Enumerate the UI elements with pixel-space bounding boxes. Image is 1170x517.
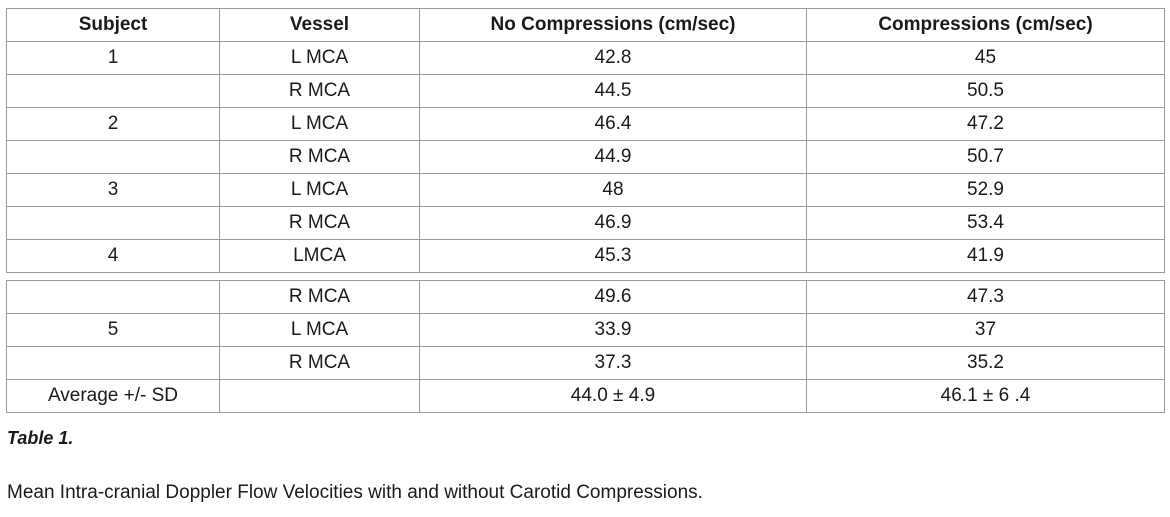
table-caption-title: Table 1. bbox=[7, 428, 74, 448]
table-row: R MCA 49.6 47.3 bbox=[6, 280, 1165, 314]
cell-compressions: 41.9 bbox=[806, 239, 1165, 273]
table-row: R MCA 44.5 50.5 bbox=[6, 74, 1165, 108]
cell-vessel: R MCA bbox=[219, 74, 420, 108]
cell-no-compressions: 49.6 bbox=[419, 280, 807, 314]
cell-no-compressions: 46.4 bbox=[419, 107, 807, 141]
cell-subject bbox=[6, 140, 220, 174]
header-no-compressions: No Compressions (cm/sec) bbox=[419, 8, 807, 42]
cell-vessel: R MCA bbox=[219, 140, 420, 174]
table-caption-text: Mean Intra-cranial Doppler Flow Velociti… bbox=[7, 482, 703, 503]
table-row: 5 L MCA 33.9 37 bbox=[6, 313, 1165, 347]
cell-compressions: 52.9 bbox=[806, 173, 1165, 207]
cell-no-compressions: 46.9 bbox=[419, 206, 807, 240]
table-row: 4 LMCA 45.3 41.9 bbox=[6, 239, 1165, 273]
cell-subject bbox=[6, 280, 220, 314]
header-subject: Subject bbox=[6, 8, 220, 42]
cell-vessel: R MCA bbox=[219, 346, 420, 380]
cell-compressions: 53.4 bbox=[806, 206, 1165, 240]
table-row: R MCA 44.9 50.7 bbox=[6, 140, 1165, 174]
cell-vessel bbox=[219, 379, 420, 413]
cell-no-compressions: 48 bbox=[419, 173, 807, 207]
cell-subject: 2 bbox=[6, 107, 220, 141]
cell-subject: 1 bbox=[6, 41, 220, 75]
cell-compressions: 50.7 bbox=[806, 140, 1165, 174]
cell-vessel: R MCA bbox=[219, 206, 420, 240]
cell-no-compressions: 44.9 bbox=[419, 140, 807, 174]
cell-subject bbox=[6, 74, 220, 108]
table-row-average: Average +/- SD 44.0 ± 4.9 46.1 ± 6 .4 bbox=[6, 379, 1165, 413]
cell-no-compressions: 45.3 bbox=[419, 239, 807, 273]
cell-vessel: L MCA bbox=[219, 107, 420, 141]
table-header-row: Subject Vessel No Compressions (cm/sec) … bbox=[6, 8, 1165, 42]
table-row: 3 L MCA 48 52.9 bbox=[6, 173, 1165, 207]
cell-no-compressions: 37.3 bbox=[419, 346, 807, 380]
cell-vessel: LMCA bbox=[219, 239, 420, 273]
table-row: R MCA 46.9 53.4 bbox=[6, 206, 1165, 240]
cell-average-no-compressions: 44.0 ± 4.9 bbox=[419, 379, 807, 413]
cell-vessel: R MCA bbox=[219, 280, 420, 314]
cell-no-compressions: 44.5 bbox=[419, 74, 807, 108]
cell-vessel: L MCA bbox=[219, 41, 420, 75]
cell-subject bbox=[6, 346, 220, 380]
cell-compressions: 47.2 bbox=[806, 107, 1165, 141]
cell-no-compressions: 33.9 bbox=[419, 313, 807, 347]
cell-compressions: 37 bbox=[806, 313, 1165, 347]
cell-average-compressions: 46.1 ± 6 .4 bbox=[806, 379, 1165, 413]
cell-compressions: 45 bbox=[806, 41, 1165, 75]
table-row: 2 L MCA 46.4 47.2 bbox=[6, 107, 1165, 141]
cell-vessel: L MCA bbox=[219, 313, 420, 347]
cell-average-label: Average +/- SD bbox=[6, 379, 220, 413]
cell-subject: 3 bbox=[6, 173, 220, 207]
cell-subject bbox=[6, 206, 220, 240]
cell-vessel: L MCA bbox=[219, 173, 420, 207]
header-vessel: Vessel bbox=[219, 8, 420, 42]
velocity-table-lower: R MCA 49.6 47.3 5 L MCA 33.9 37 R MCA 37… bbox=[6, 280, 1165, 413]
cell-compressions: 47.3 bbox=[806, 280, 1165, 314]
cell-compressions: 35.2 bbox=[806, 346, 1165, 380]
cell-compressions: 50.5 bbox=[806, 74, 1165, 108]
table-row: 1 L MCA 42.8 45 bbox=[6, 41, 1165, 75]
table-row: R MCA 37.3 35.2 bbox=[6, 346, 1165, 380]
velocity-table-upper: Subject Vessel No Compressions (cm/sec) … bbox=[6, 8, 1165, 273]
cell-subject: 5 bbox=[6, 313, 220, 347]
cell-subject: 4 bbox=[6, 239, 220, 273]
cell-no-compressions: 42.8 bbox=[419, 41, 807, 75]
header-compressions: Compressions (cm/sec) bbox=[806, 8, 1165, 42]
